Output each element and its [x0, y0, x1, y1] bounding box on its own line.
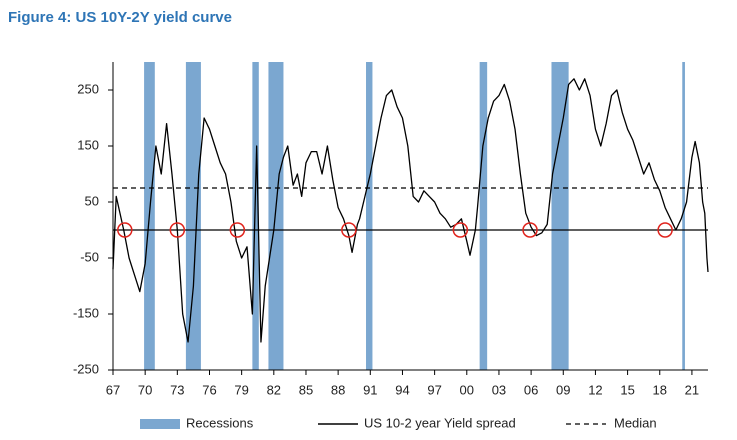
legend-label: Recessions	[186, 415, 254, 430]
inversion-marker	[229, 222, 246, 238]
x-tick-label: 12	[588, 382, 602, 397]
legend-label: Median	[614, 415, 657, 430]
recession-band	[252, 62, 259, 370]
y-tick-label: 150	[77, 137, 99, 152]
x-tick-label: 97	[427, 382, 441, 397]
y-tick-label: -50	[80, 249, 99, 264]
x-tick-label: 88	[331, 382, 345, 397]
x-tick-label: 06	[524, 382, 538, 397]
inversion-marker	[341, 222, 357, 238]
x-tick-label: 73	[170, 382, 184, 397]
inversion-marker	[117, 222, 133, 238]
x-tick-label: 70	[138, 382, 152, 397]
inversion-marker	[522, 222, 538, 238]
inversion-marker	[452, 222, 469, 238]
x-tick-label: 76	[202, 382, 216, 397]
x-tick-label: 67	[106, 382, 120, 397]
recession-band	[185, 62, 201, 370]
y-tick-label: 250	[77, 81, 99, 96]
series-line	[112, 78, 709, 343]
legend-label: US 10-2 year Yield spread	[364, 415, 516, 430]
x-tick-label: 15	[620, 382, 634, 397]
x-tick-label: 91	[363, 382, 377, 397]
x-tick-label: 82	[267, 382, 281, 397]
inversion-marker	[169, 222, 186, 238]
y-tick-label: 50	[85, 193, 99, 208]
x-tick-label: 85	[299, 382, 313, 397]
y-tick-label: -250	[73, 361, 99, 376]
x-tick-label: 03	[492, 382, 506, 397]
recession-band	[479, 62, 488, 370]
recession-band	[551, 62, 569, 370]
inversion-marker	[657, 222, 673, 238]
y-tick-label: -150	[73, 305, 99, 320]
x-tick-label: 18	[653, 382, 667, 397]
x-tick-label: 21	[685, 382, 699, 397]
x-tick-label: 00	[460, 382, 474, 397]
x-tick-label: 79	[234, 382, 248, 397]
recession-band	[268, 62, 284, 370]
chart-title: Figure 4: US 10Y-2Y yield curve	[8, 9, 232, 26]
legend-swatch	[140, 419, 180, 429]
x-tick-label: 09	[556, 382, 570, 397]
recession-band	[366, 62, 373, 370]
x-tick-label: 94	[395, 382, 409, 397]
recession-band	[682, 62, 685, 370]
